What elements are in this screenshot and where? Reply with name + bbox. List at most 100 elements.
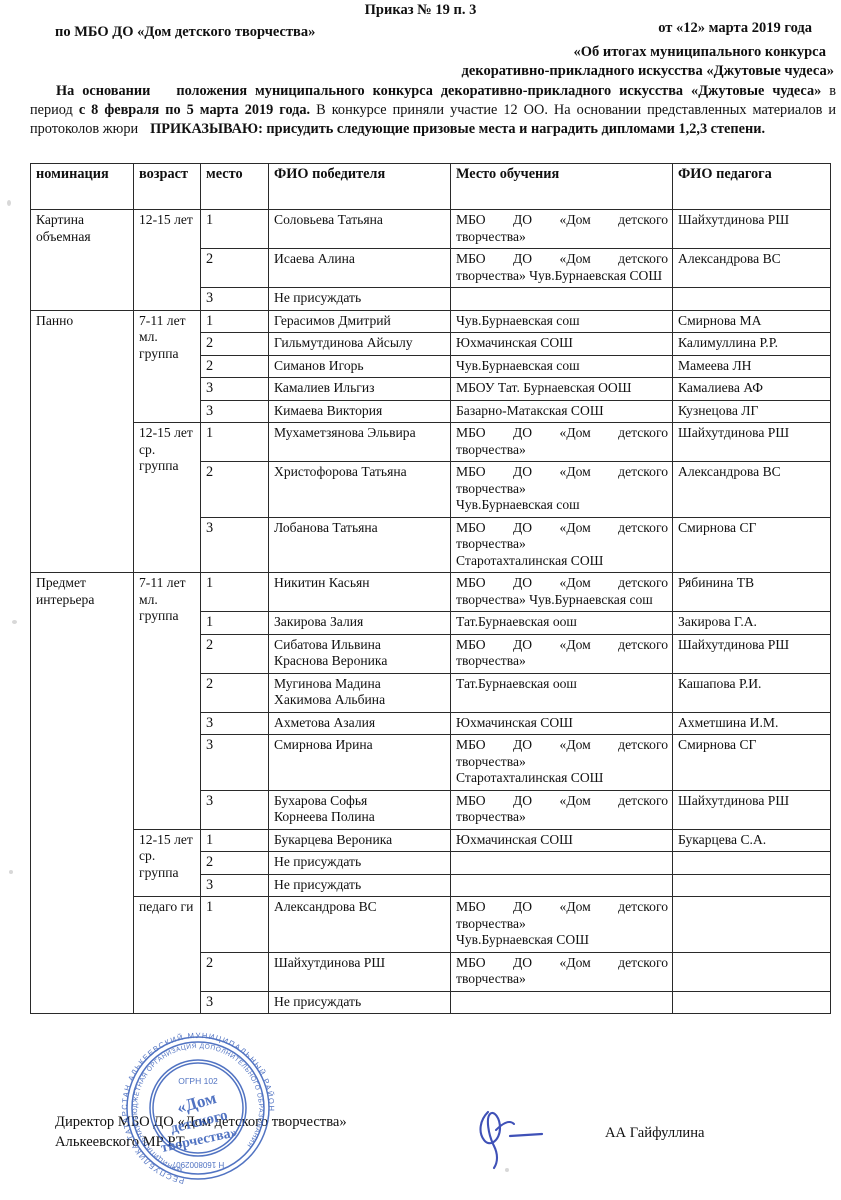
table-row: 2 Шайхутдинова РШ МБО ДО «Дом детского тво… bbox=[31, 951, 831, 992]
table-row: Предмет интерьера 7-11 лет мл. группа 1 Ник… bbox=[30, 572, 831, 1014]
cell-age-group: 7-11 лет мл. группа bbox=[133, 572, 201, 830]
cell-nomination: Картина объемная bbox=[30, 209, 134, 311]
cell-winner-name: Букарцева Вероника bbox=[268, 828, 451, 852]
cell-nomination: Панно bbox=[30, 309, 134, 573]
cell-school bbox=[450, 873, 673, 897]
cell-teacher-name: Букарцева С.А. bbox=[672, 828, 831, 852]
cell-age-group: 12-15 лет ср. группа bbox=[133, 828, 201, 897]
cell-winner-name: Мугинова Мадина Хакимова Альбина bbox=[268, 672, 451, 713]
cell-place: 2 bbox=[200, 672, 269, 713]
cell-teacher-name: Александрова ВС bbox=[672, 461, 831, 518]
table-row: 2 Христофорова Татьяна МБО ДО «Дом детског… bbox=[31, 461, 831, 518]
cell-place: 3 bbox=[200, 873, 269, 897]
cell-winner-name: Симанов Игорь bbox=[268, 354, 451, 378]
cell-winner-name: Христофорова Татьяна bbox=[268, 461, 451, 518]
col-header-nomination: номинация bbox=[30, 163, 134, 210]
cell-winner-name: Не присуждать bbox=[268, 851, 451, 875]
signature-block: Директор МБО ДО «Дом детского творчества… bbox=[55, 1112, 347, 1152]
table-row: 2 Гильмутдинова Айсылу Юхмачинская СОШ Кали… bbox=[31, 332, 831, 356]
col-header-school: Место обучения bbox=[450, 163, 673, 210]
cell-school: МБО ДО «Дом детского творчества» Чув.Бур… bbox=[450, 248, 673, 288]
stamp-inn: Н 1608002907 bbox=[171, 1160, 224, 1169]
cell-nomination: Предмет интерьера bbox=[30, 572, 134, 1014]
scan-speck bbox=[505, 1168, 509, 1172]
order-subject-line2: декоративно-прикладного искусства «Джуто… bbox=[461, 63, 834, 79]
cell-place: 2 bbox=[200, 851, 269, 875]
cell-place: 2 bbox=[200, 332, 269, 356]
cell-place: 1 bbox=[200, 828, 269, 852]
cell-place: 3 bbox=[200, 734, 269, 791]
cell-teacher-name: Ахметшина И.М. bbox=[672, 711, 831, 735]
cell-school: Тат.Бурнаевская оош bbox=[450, 611, 673, 635]
stamp-ring-outer-text: РЕСПУБЛИКА ТАТАРСТАН АЛЬКЕЕВСКИЙ МУНИЦИП… bbox=[120, 1031, 275, 1186]
stamp-ring-inner-text: МУНИЦИПАЛЬНАЯ БЮДЖЕТНАЯ ОРГАНИЗАЦИЯ ДОПО… bbox=[132, 1043, 264, 1173]
cell-teacher-name bbox=[672, 990, 831, 1014]
scan-speck bbox=[9, 870, 13, 874]
cell-winner-name: Гильмутдинова Айсылу bbox=[268, 332, 451, 356]
cell-school: МБО ДО «Дом детского творчества» bbox=[450, 789, 673, 830]
body-contest-name: «Джутовые чудеса» bbox=[691, 83, 822, 99]
cell-school: МБО ДО «Дом детского творчества» Старотах… bbox=[450, 516, 673, 573]
table-row: 2 Сибатова Ильвина Краснова Вероника МБО ДО… bbox=[31, 633, 831, 674]
official-round-stamp-icon: РЕСПУБЛИКА ТАТАРСТАН АЛЬКЕЕВСКИЙ МУНИЦИП… bbox=[120, 1031, 275, 1186]
cell-winner-name: Ахметова Азалия bbox=[268, 711, 451, 735]
cell-place: 2 bbox=[200, 951, 269, 992]
table-row: 3 Лобанова Татьяна МБО ДО «Дом детского тв… bbox=[31, 516, 831, 573]
svg-text:МУНИЦИПАЛЬНАЯ БЮДЖЕТНАЯ ОРГАНИ: МУНИЦИПАЛЬНАЯ БЮДЖЕТНАЯ ОРГАНИЗАЦИЯ ДОПО… bbox=[132, 1043, 264, 1173]
cell-school: Юхмачинская СОШ bbox=[450, 711, 673, 735]
col-header-age: возраст bbox=[133, 163, 201, 210]
cell-teacher-name: Шайхутдинова РШ bbox=[672, 633, 831, 674]
cell-school bbox=[450, 287, 673, 311]
cell-teacher-name: Мамеева ЛН bbox=[672, 354, 831, 378]
body-period-dates: с 8 февраля по 5 марта 2019 года. bbox=[78, 102, 311, 118]
table-row: 3 Смирнова Ирина МБО ДО «Дом детского твор… bbox=[31, 734, 831, 791]
table-row: 3 Кимаева Виктория Базарно-Матакская СОШ Ку… bbox=[31, 399, 831, 423]
table-row: 12-15 лет ср. группа 1 Мухаметзянова Эльви… bbox=[31, 422, 831, 573]
order-title: Приказ № 19 п. 3 bbox=[364, 2, 477, 18]
cell-teacher-name bbox=[672, 951, 831, 992]
table-row: педаго ги 1 Александрова ВС МБО ДО «Дом дет… bbox=[31, 896, 831, 1014]
body-basis-label: На основании bbox=[56, 83, 151, 99]
cell-winner-name: Кимаева Виктория bbox=[268, 399, 451, 423]
handwritten-signature-icon bbox=[479, 1110, 544, 1170]
cell-school: Тат.Бурнаевская оош bbox=[450, 672, 673, 713]
cell-place: 2 bbox=[200, 248, 269, 288]
cell-winner-name: Не присуждать bbox=[268, 990, 451, 1014]
cell-school: МБО ДО «Дом детского творчества» Чув.Бурн… bbox=[450, 896, 673, 953]
cell-school: МБО ДО «Дом детского творчества» bbox=[450, 422, 673, 462]
cell-winner-name: Камалиев Ильгиз bbox=[268, 377, 451, 401]
cell-school: Чув.Бурнаевская сош bbox=[450, 309, 673, 333]
cell-place: 2 bbox=[200, 633, 269, 674]
order-body-paragraph: На основании положения муниципального кон… bbox=[30, 82, 836, 139]
col-header-winner: ФИО победителя bbox=[268, 163, 451, 210]
cell-school: Базарно-Матакская СОШ bbox=[450, 399, 673, 423]
scan-speck bbox=[12, 620, 17, 624]
cell-teacher-name: Смирнова МА bbox=[672, 309, 831, 333]
col-header-teacher: ФИО педагога bbox=[672, 163, 831, 210]
table-row: 3 Камалиев Ильгиз МБОУ Тат. Бурнаевская ОО… bbox=[31, 377, 831, 401]
body-materials: На основании представленных материалов и… bbox=[30, 102, 837, 137]
table-row: 2 Мугинова Мадина Хакимова Альбина Тат.Бурн… bbox=[31, 672, 831, 713]
cell-school: МБО ДО «Дом детского творчества» bbox=[450, 209, 673, 249]
cell-age-group: педаго ги bbox=[133, 896, 201, 1014]
director-line1: Директор МБО ДО «Дом детского творчества… bbox=[55, 1114, 347, 1130]
table-row: 3 Ахметова Азалия Юхмачинская СОШ Ахметшина… bbox=[31, 711, 831, 735]
cell-place: 3 bbox=[200, 516, 269, 573]
cell-school: МБО ДО «Дом детского творчества» Чув.Бур… bbox=[450, 572, 673, 612]
cell-winner-name: Никитин Касьян bbox=[268, 572, 451, 612]
order-subject-line1: «Об итогах муниципального конкурса bbox=[573, 44, 826, 60]
cell-teacher-name: Рябинина ТВ bbox=[672, 572, 831, 612]
cell-teacher-name: Шайхутдинова РШ bbox=[672, 422, 831, 462]
results-table-body: Картина объемная 12-15 лет 1 Соловьева Тать… bbox=[30, 209, 831, 1014]
cell-school: МБО ДО «Дом детского творчества» bbox=[450, 951, 673, 992]
cell-teacher-name bbox=[672, 896, 831, 953]
cell-teacher-name bbox=[672, 287, 831, 311]
cell-teacher-name: Калимуллина Р.Р. bbox=[672, 332, 831, 356]
cell-age-group: 12-15 лет bbox=[133, 209, 201, 311]
cell-school: Юхмачинская СОШ bbox=[450, 332, 673, 356]
cell-teacher-name: Шайхутдинова РШ bbox=[672, 209, 831, 249]
cell-teacher-name: Смирнова СГ bbox=[672, 516, 831, 573]
cell-teacher-name: Шайхутдинова РШ bbox=[672, 789, 831, 830]
body-order-verb: ПРИКАЗЫВАЮ: присудить bbox=[150, 121, 334, 137]
